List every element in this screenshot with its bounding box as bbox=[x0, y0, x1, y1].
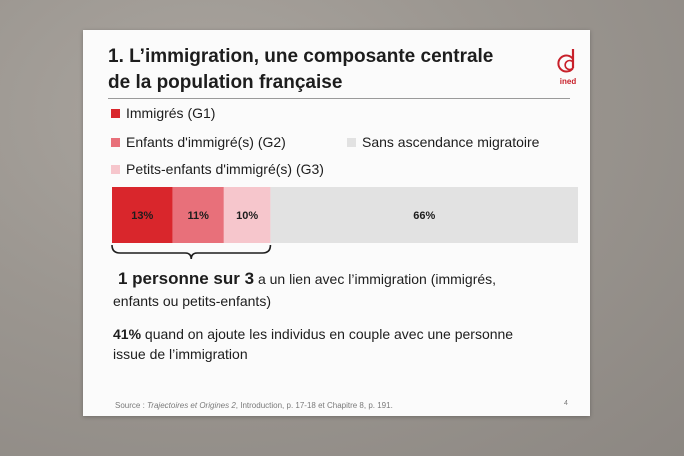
bar-label-2: 11% bbox=[187, 210, 209, 222]
summary-paragraph-2: 41% quand on ajoute les individus en cou… bbox=[113, 324, 513, 344]
legend-label-g1: Immigrés (G1) bbox=[126, 105, 216, 121]
summary-paragraph-2-line-2: issue de l’immigration bbox=[113, 346, 248, 362]
page-number: 4 bbox=[564, 400, 568, 407]
legend-item-g3: Petits-enfants d'immigré(s) (G3) bbox=[111, 161, 324, 177]
legend-label-none: Sans ascendance migratoire bbox=[362, 134, 540, 150]
title-line-1: 1. L’immigration, une composante central… bbox=[108, 46, 494, 67]
title-line-2: de la population française bbox=[108, 72, 343, 93]
bar-label-4: 66% bbox=[413, 210, 435, 222]
slide: 1. L’immigration, une composante central… bbox=[83, 30, 590, 416]
stacked-bar-chart: 13% 11% 10% 66% bbox=[111, 187, 578, 260]
bracket-brace bbox=[111, 244, 272, 260]
summary-text-1: a un lien avec l’immigration (immigrés, bbox=[254, 271, 497, 287]
source-suffix: , Introduction, p. 17-18 et Chapitre 8, … bbox=[235, 401, 393, 410]
legend-swatch-g2 bbox=[111, 137, 120, 147]
legend-item-g1: Immigrés (G1) bbox=[111, 105, 215, 121]
legend-swatch-g1 bbox=[111, 108, 120, 118]
legend-label-g2: Enfants d'immigré(s) (G2) bbox=[126, 134, 286, 150]
summary-line-2: enfants ou petits-enfants) bbox=[113, 293, 271, 309]
ined-logo-mark bbox=[557, 49, 575, 73]
summary-text-2: quand on ajoute les individus en couple … bbox=[141, 326, 514, 342]
bar-segment-1 bbox=[112, 187, 173, 243]
legend-label-g3: Petits-enfants d'immigré(s) (G3) bbox=[126, 161, 324, 177]
ined-logo: ined bbox=[555, 46, 581, 90]
bar-segment-2 bbox=[172, 187, 224, 243]
summary-highlight: 1 personne sur 3 bbox=[118, 269, 255, 288]
source-note: Source : Trajectoires et Origines 2, Int… bbox=[115, 401, 393, 410]
legend-item-none: Sans ascendance migratoire bbox=[347, 134, 539, 150]
bar-segment-3 bbox=[223, 187, 271, 243]
source-title: Trajectoires et Origines 2 bbox=[147, 401, 236, 410]
logo-text: ined bbox=[559, 77, 577, 86]
legend-item-g2: Enfants d'immigré(s) (G2) bbox=[111, 134, 286, 150]
legend-swatch-none bbox=[347, 137, 356, 147]
slide-title: 1. L’immigration, une composante central… bbox=[108, 44, 538, 96]
bar-segment-4 bbox=[270, 187, 578, 243]
title-divider bbox=[108, 98, 570, 99]
legend-swatch-g3 bbox=[111, 164, 120, 174]
bar-label-1: 13% bbox=[131, 210, 153, 222]
summary-percentage: 41% bbox=[113, 326, 142, 342]
summary-line-1: 1 personne sur 3 a un lien avec l’immigr… bbox=[118, 269, 496, 289]
bar-label-3: 10% bbox=[236, 210, 258, 222]
source-prefix: Source : bbox=[115, 401, 148, 410]
